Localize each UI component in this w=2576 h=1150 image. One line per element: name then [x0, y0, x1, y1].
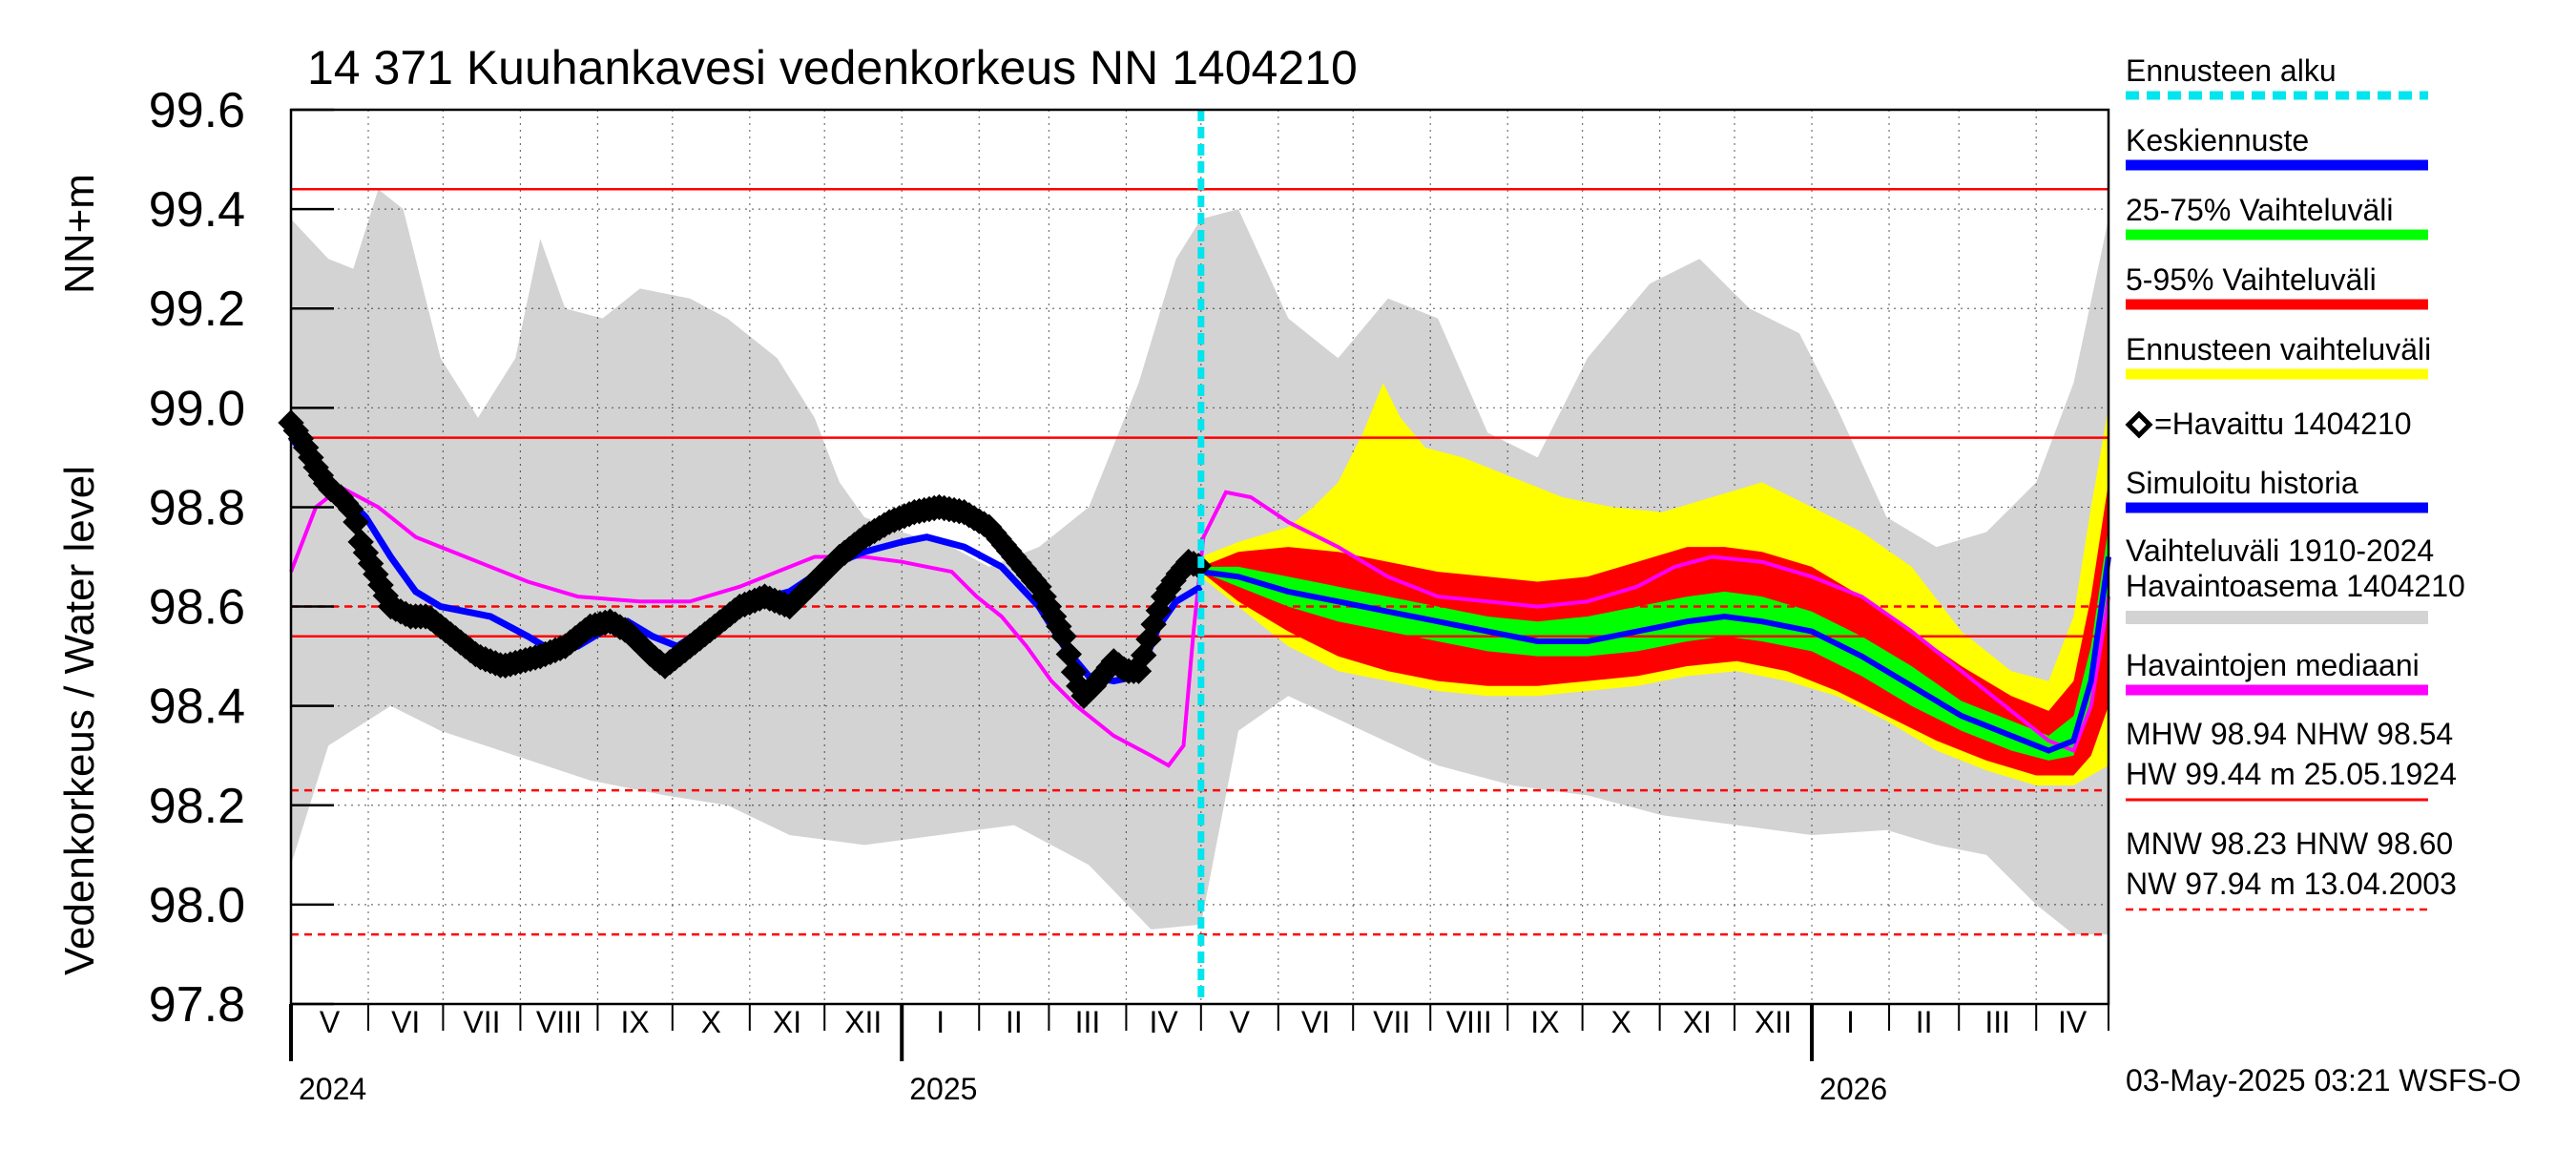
- y-tick-label: 97.8: [149, 977, 245, 1033]
- month-label: I: [936, 1005, 945, 1039]
- month-label: IX: [1530, 1005, 1559, 1039]
- month-label: I: [1846, 1005, 1855, 1039]
- month-label: V: [320, 1005, 341, 1039]
- y-tick-label: 98.8: [149, 480, 245, 535]
- month-label: XI: [773, 1005, 801, 1039]
- legend-label: Ennusteen alku: [2126, 53, 2337, 88]
- month-label: XI: [1683, 1005, 1712, 1039]
- stats-line-1: MHW 98.94 NHW 98.54: [2126, 717, 2453, 751]
- y-axis-label-unit: NN+m: [56, 174, 103, 294]
- stats-line-2: HW 99.44 m 25.05.1924: [2126, 757, 2457, 791]
- month-label: III: [1984, 1005, 2010, 1039]
- legend-label: 25-75% Vaihteluväli: [2126, 193, 2393, 227]
- legend-item: Simuloitu historia: [2126, 466, 2428, 513]
- month-label: XII: [1755, 1005, 1792, 1039]
- y-tick-label: 98.2: [149, 779, 245, 834]
- legend-item: Havaintojen mediaani: [2126, 648, 2428, 696]
- year-label: 2026: [1819, 1072, 1887, 1106]
- month-label: III: [1075, 1005, 1101, 1039]
- y-tick-label: 99.4: [149, 182, 245, 238]
- stats-line-4: NW 97.94 m 13.04.2003: [2126, 867, 2457, 901]
- y-tick-label: 99.6: [149, 83, 245, 138]
- legend-label: Ennusteen vaihteluväli: [2126, 332, 2431, 366]
- legend-diamond-icon: [2125, 410, 2153, 439]
- year-label: 2024: [299, 1072, 366, 1106]
- series-mean-forecast: [1200, 556, 2111, 754]
- legend-label: 5-95% Vaihteluväli: [2126, 262, 2377, 297]
- month-label: IV: [1149, 1005, 1178, 1039]
- footer-timestamp: 03-May-2025 03:21 WSFS-O: [2126, 1063, 2521, 1098]
- legend-swatch: [2126, 611, 2428, 624]
- y-tick-label: 98.4: [149, 680, 245, 735]
- y-tick-label: 99.2: [149, 282, 245, 337]
- series-median: [289, 485, 2110, 768]
- legend-item: 25-75% Vaihteluväli: [2126, 193, 2428, 240]
- legend-item: Vaihteluväli 1910-2024 Havaintoasema 140…: [2126, 533, 2465, 624]
- legend-item: =Havaittu 1404210: [2125, 407, 2412, 441]
- month-label: VI: [1301, 1005, 1330, 1039]
- year-label: 2025: [909, 1072, 977, 1106]
- month-label: VII: [463, 1005, 500, 1039]
- month-label: IX: [621, 1005, 650, 1039]
- plot-frame: [289, 108, 2110, 1006]
- legend-item: Keskiennuste: [2126, 123, 2428, 171]
- series-observed: [278, 409, 1212, 709]
- y-tick-label: 98.0: [149, 878, 245, 933]
- legend-item: 5-95% Vaihteluväli: [2126, 262, 2428, 310]
- month-label: IV: [2058, 1005, 2088, 1039]
- legend-label: Simuloitu historia: [2126, 466, 2358, 500]
- month-label: XII: [844, 1005, 882, 1039]
- chart-title: 14 371 Kuuhankavesi vedenkorkeus NN 1404…: [307, 41, 1358, 94]
- legend-label: Vaihteluväli 1910-2024: [2126, 533, 2434, 568]
- month-label: VII: [1373, 1005, 1410, 1039]
- month-label: VIII: [1446, 1005, 1492, 1039]
- legend-label: Havaintojen mediaani: [2126, 648, 2420, 682]
- y-tick-label: 99.0: [149, 381, 245, 436]
- legend-label: =Havaittu 1404210: [2154, 407, 2412, 441]
- forecast-band-green: [1200, 527, 2109, 761]
- legend-item: Ennusteen vaihteluväli: [2126, 332, 2431, 380]
- month-label: X: [1610, 1005, 1631, 1039]
- month-label: V: [1230, 1005, 1251, 1039]
- month-label: X: [701, 1005, 721, 1039]
- legend-label-secondary: Havaintoasema 1404210: [2126, 569, 2465, 603]
- y-axis-label: Vedenkorkeus / Water level: [56, 466, 103, 975]
- legend-item: Ennusteen alku: [2126, 53, 2428, 100]
- y-tick-label: 98.6: [149, 580, 245, 636]
- month-label: II: [1916, 1005, 1933, 1039]
- month-label: VI: [391, 1005, 420, 1039]
- legend-label: Keskiennuste: [2126, 123, 2309, 157]
- month-label: VIII: [536, 1005, 582, 1039]
- stats-line-3: MNW 98.23 HNW 98.60: [2126, 826, 2453, 861]
- month-label: II: [1006, 1005, 1023, 1039]
